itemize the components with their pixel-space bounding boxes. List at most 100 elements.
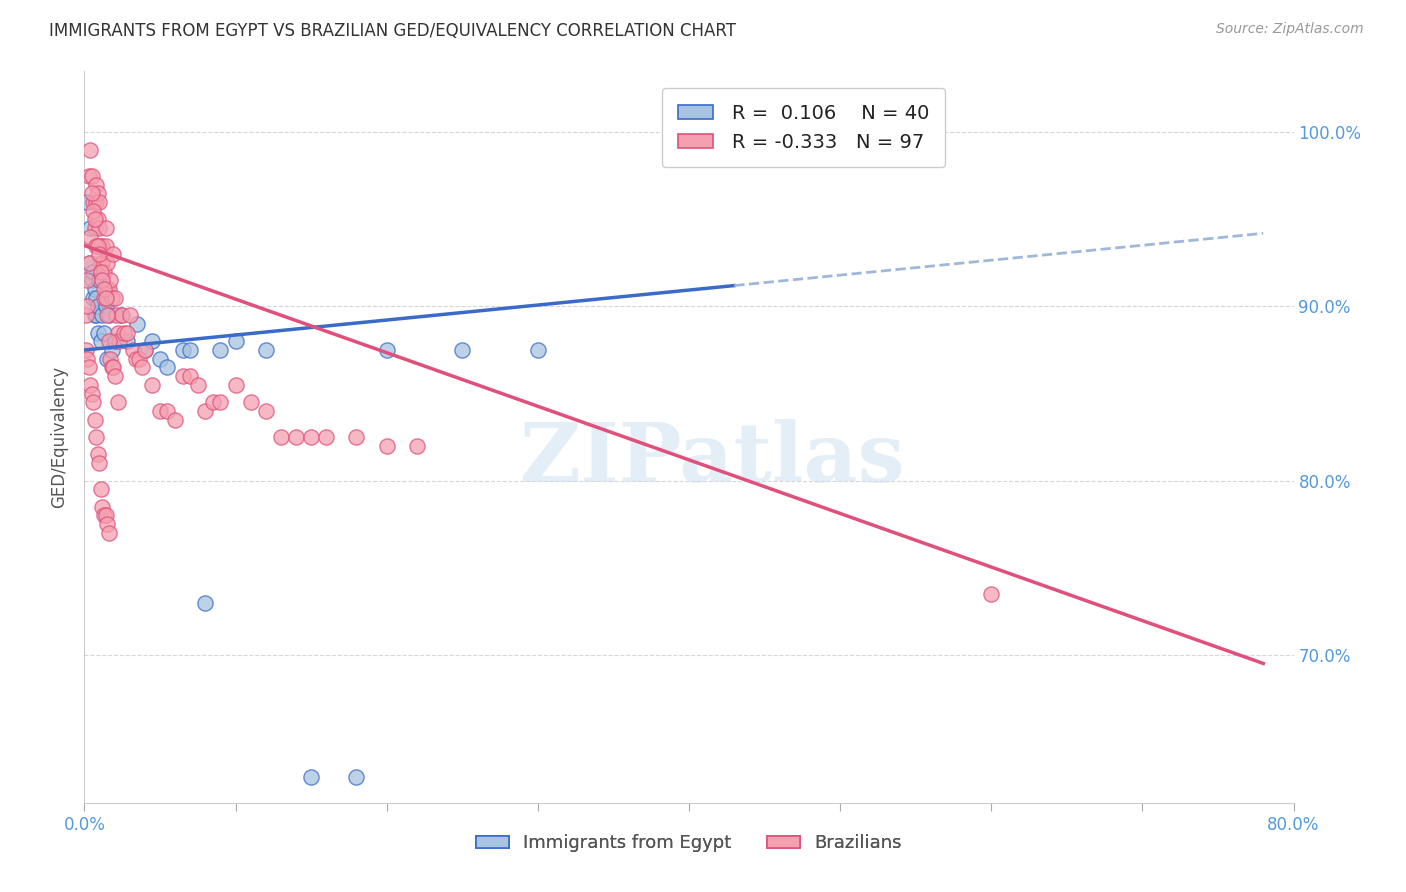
Point (194, 595, 217, 609)
Point (107, 395, 129, 409)
Point (79, 143, 101, 157)
Point (112, 326, 135, 340)
Point (108, 334, 131, 349)
Point (93, 508, 115, 523)
Point (80, 186, 103, 201)
Point (89, 273, 111, 287)
Point (87, 326, 110, 340)
Point (104, 291, 127, 305)
Point (94, 508, 117, 523)
Point (451, 343, 474, 357)
Point (97, 308, 120, 322)
Point (97, 334, 120, 349)
Point (194, 404, 217, 418)
Point (125, 351, 148, 366)
Point (82, 265, 104, 279)
Point (602, 848, 624, 863)
Point (121, 343, 143, 357)
Point (90, 334, 112, 349)
Point (91, 500, 114, 514)
Point (346, 770, 368, 784)
Point (299, 770, 322, 784)
Point (93, 326, 115, 340)
Point (87, 300, 110, 314)
Point (149, 351, 172, 366)
Point (89, 247, 111, 261)
Point (91, 256, 114, 270)
Point (86, 194, 108, 209)
Point (134, 343, 156, 357)
Point (179, 369, 201, 384)
Point (141, 334, 163, 349)
Point (134, 343, 156, 357)
Point (101, 360, 124, 375)
Point (94, 291, 117, 305)
Point (100, 343, 122, 357)
Point (179, 343, 201, 357)
Point (79, 256, 101, 270)
Point (118, 308, 141, 322)
Point (90, 483, 112, 497)
Point (91, 238, 114, 252)
Point (90, 265, 112, 279)
Point (80, 273, 103, 287)
Point (94, 300, 117, 314)
Point (96, 351, 118, 366)
Point (77, 360, 100, 375)
Point (111, 308, 134, 322)
Point (76, 300, 98, 314)
Point (299, 430, 322, 444)
Point (100, 360, 122, 375)
Point (90, 238, 112, 252)
Point (76, 194, 98, 209)
Point (225, 377, 247, 392)
Point (79, 221, 101, 235)
Point (94, 238, 117, 252)
Point (149, 404, 172, 418)
Point (156, 404, 179, 418)
Point (315, 430, 337, 444)
Point (97, 282, 120, 296)
Point (187, 377, 209, 392)
Point (97, 525, 120, 540)
Point (96, 256, 118, 270)
Point (82, 291, 104, 305)
Point (406, 439, 429, 453)
Point (239, 395, 262, 409)
Point (107, 326, 129, 340)
Point (76, 351, 98, 366)
Point (201, 395, 224, 409)
Point (100, 291, 122, 305)
Point (86, 238, 108, 252)
Point (98, 351, 121, 366)
Point (141, 377, 163, 392)
Point (77, 256, 100, 270)
Point (96, 282, 118, 296)
Point (84, 308, 107, 322)
Point (105, 308, 128, 322)
Point (172, 343, 194, 357)
Point (101, 247, 124, 261)
Point (87, 238, 110, 252)
Point (209, 343, 232, 357)
Point (84, 221, 107, 235)
Point (86, 291, 108, 305)
Point (980, 587, 1002, 601)
Point (89, 221, 111, 235)
Point (87, 186, 110, 201)
Point (165, 412, 187, 426)
Point (93, 282, 115, 296)
Point (80, 386, 103, 401)
Point (115, 326, 138, 340)
Point (375, 439, 398, 453)
Y-axis label: GED/Equivalency: GED/Equivalency (51, 366, 69, 508)
Point (285, 430, 308, 444)
Point (90, 256, 112, 270)
Point (76, 273, 98, 287)
Point (93, 265, 115, 279)
Point (91, 308, 114, 322)
Point (115, 334, 138, 349)
Point (96, 517, 118, 532)
Point (156, 360, 179, 375)
Point (82, 203, 104, 218)
